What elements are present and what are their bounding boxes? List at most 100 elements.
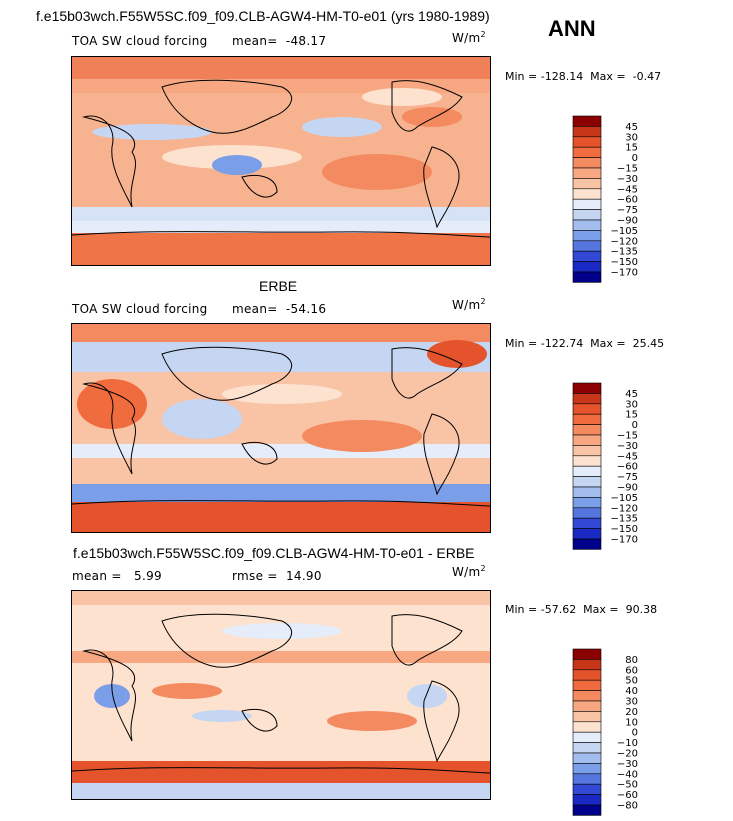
colorbar-tick-label: 0	[632, 728, 638, 739]
colorbar-tick-label: −30	[617, 174, 638, 185]
colorbar-tick-label: −120	[610, 236, 637, 247]
colorbar-tick-label: −90	[617, 216, 638, 227]
colorbar-swatch	[572, 219, 602, 231]
panel2-map	[71, 323, 491, 533]
panel1-colorbar: 45 30 15 0 −15 −30 −45 −60 −75 −90 −105 −120 −135 −15…	[563, 97, 662, 288]
colorbar-tick-label: 40	[625, 686, 638, 697]
colorbar-swatch	[572, 669, 602, 681]
panel1-mean: mean= -48.17	[232, 34, 327, 48]
panel1-map	[71, 56, 491, 266]
panel2-units: W/m2	[452, 297, 486, 312]
colorbar-tick-label: 15	[625, 410, 638, 421]
colorbar-tick-label: −15	[617, 164, 638, 175]
colorbar-swatch	[572, 413, 602, 425]
colorbar-swatch	[572, 804, 602, 816]
colorbar-swatch	[572, 240, 602, 252]
colorbar-tick-label: 15	[625, 143, 638, 154]
colorbar-swatch	[572, 393, 602, 405]
colorbar-swatch	[572, 382, 602, 394]
colorbar-swatch	[572, 538, 602, 550]
colorbar-tick-label: −75	[617, 205, 638, 216]
colorbar-tick-label: −90	[617, 483, 638, 494]
colorbar-swatch	[572, 476, 602, 488]
colorbar-tick-label: 20	[625, 707, 638, 718]
colorbar-swatch	[572, 731, 602, 743]
colorbar-swatch	[572, 403, 602, 415]
colorbar-swatch	[572, 752, 602, 764]
colorbar-tick-label: −135	[610, 514, 637, 525]
colorbar-swatch	[572, 507, 602, 519]
colorbar-swatch	[572, 721, 602, 733]
colorbar-swatch	[572, 188, 602, 200]
panel3-units: W/m2	[452, 564, 486, 579]
colorbar-swatch	[572, 794, 602, 806]
colorbar-swatch	[572, 167, 602, 179]
colorbar-tick-label: −40	[617, 769, 638, 780]
panel2-minmax: Min = -122.74 Max = 25.45	[505, 337, 665, 350]
colorbar-swatch	[572, 690, 602, 702]
panel3-mean: mean = 5.99	[72, 569, 162, 583]
colorbar-swatch	[572, 742, 602, 754]
colorbar-tick-label: −15	[617, 431, 638, 442]
colorbar-tick-label: −135	[610, 247, 637, 258]
colorbar-tick-label: 0	[632, 153, 638, 164]
panel1-minmax: Min = -128.14 Max = -0.47	[505, 70, 662, 83]
colorbar-swatch	[572, 648, 602, 660]
panel3-map	[71, 590, 491, 800]
panel3-colorbar: 80 60 50 40 30 20 10 0 −10 −20 −30 −40 −50 −60 −80	[563, 630, 662, 821]
colorbar-tick-label: 45	[625, 122, 638, 133]
panel3-rmse: rmse = 14.90	[232, 569, 322, 583]
colorbar-swatch	[572, 783, 602, 795]
colorbar-tick-label: 30	[625, 697, 638, 708]
panel2-title: ERBE	[259, 278, 298, 294]
colorbar-swatch	[572, 700, 602, 712]
colorbar-tick-label: 0	[632, 420, 638, 431]
colorbar-swatch	[572, 517, 602, 529]
colorbar-tick-label: −60	[617, 790, 638, 801]
colorbar-tick-label: −75	[617, 472, 638, 483]
colorbar-tick-label: 30	[625, 132, 638, 143]
season-label: ANN	[548, 16, 596, 41]
panel2-colorbar: 45 30 15 0 −15 −30 −45 −60 −75 −90 −105 −120 −135 −15…	[563, 364, 662, 555]
panel1-map-field	[71, 57, 491, 265]
colorbar-tick-label: 30	[625, 399, 638, 410]
colorbar-tick-label: −120	[610, 503, 637, 514]
colorbar-swatch	[572, 271, 602, 283]
colorbar-swatch	[572, 230, 602, 242]
colorbar-swatch	[572, 209, 602, 221]
colorbar-tick-label: −45	[617, 451, 638, 462]
panel2-colorbar-svg: 4530150−15−30−45−60−75−90−105−120−135−15…	[572, 382, 638, 550]
colorbar-tick-label: −45	[617, 184, 638, 195]
colorbar-swatch	[572, 250, 602, 262]
colorbar-tick-label: −105	[610, 226, 637, 237]
colorbar-swatch	[572, 136, 602, 148]
colorbar-tick-label: −150	[610, 257, 637, 268]
panel2-field-label: TOA SW cloud forcing	[72, 302, 208, 316]
colorbar-swatch	[572, 445, 602, 457]
colorbar-tick-label: −80	[617, 801, 638, 812]
colorbar-tick-label: −60	[617, 195, 638, 206]
colorbar-tick-label: −170	[610, 268, 637, 279]
colorbar-swatch	[572, 178, 602, 190]
colorbar-tick-label: −30	[617, 441, 638, 452]
panel1-field-label: TOA SW cloud forcing	[72, 34, 208, 48]
colorbar-swatch	[572, 198, 602, 210]
panel2-mean: mean= -54.16	[232, 302, 327, 316]
panel3-minmax: Min = -57.62 Max = 90.38	[505, 603, 658, 616]
colorbar-swatch	[572, 659, 602, 671]
colorbar-tick-label: −20	[617, 749, 638, 760]
colorbar-tick-label: 10	[625, 717, 638, 728]
colorbar-swatch	[572, 773, 602, 785]
panel3-title: f.e15b03wch.F55W5SC.f09_f09.CLB-AGW4-HM-…	[73, 545, 475, 561]
colorbar-swatch	[572, 711, 602, 723]
colorbar-tick-label: 45	[625, 389, 638, 400]
colorbar-swatch	[572, 126, 602, 138]
colorbar-tick-label: −10	[617, 738, 638, 749]
colorbar-swatch	[572, 528, 602, 540]
colorbar-swatch	[572, 157, 602, 169]
colorbar-swatch	[572, 497, 602, 509]
panel1-units: W/m2	[452, 30, 486, 45]
colorbar-swatch	[572, 261, 602, 273]
colorbar-tick-label: −105	[610, 493, 637, 504]
